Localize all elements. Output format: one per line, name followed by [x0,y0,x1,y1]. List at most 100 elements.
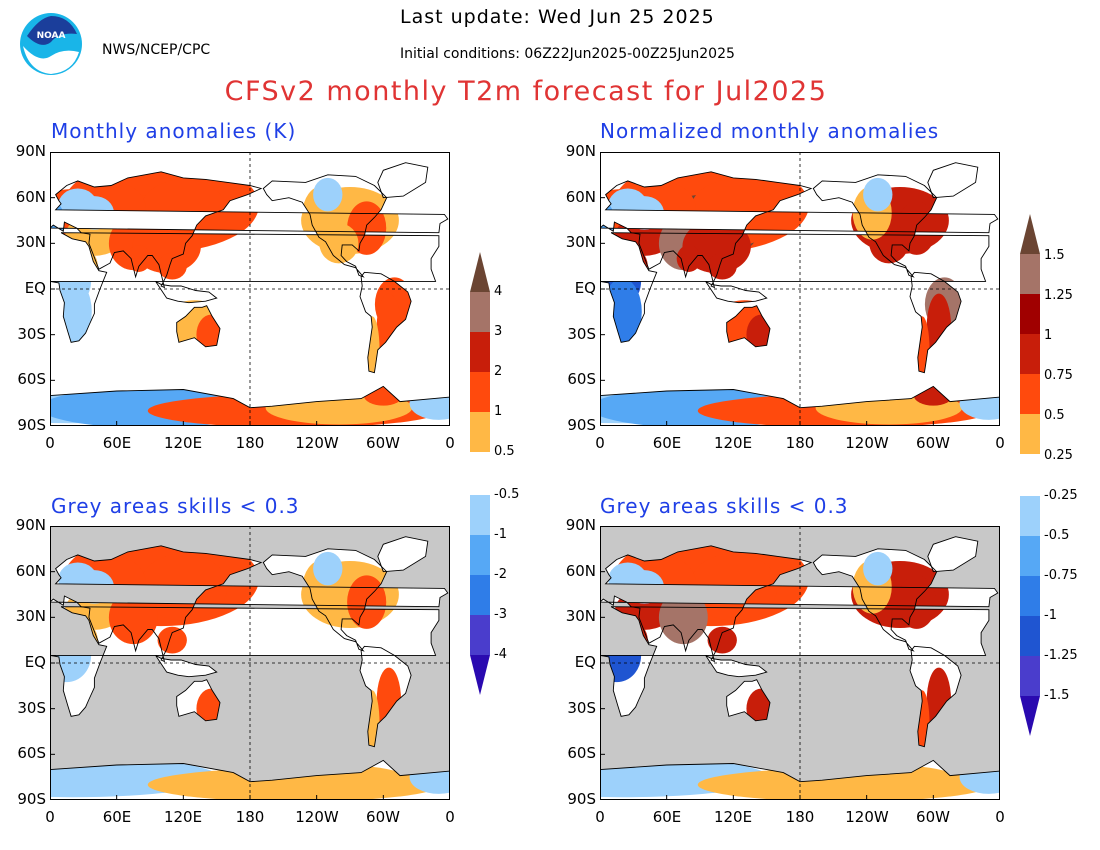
lon-label: 60E [102,808,132,826]
lat-label: 90S [567,790,596,808]
lon-label: 120W [845,808,889,826]
lat-label: EQ [24,653,46,671]
lon-label: 180 [785,434,815,452]
coastline [50,606,440,717]
lon-label: 60W [366,434,400,452]
coastline [705,281,768,304]
land-indonesia [705,281,767,303]
colorbar-label: -2 [494,567,507,582]
colorbar-label: 0.75 [1044,368,1073,383]
coastline [812,174,938,278]
anomaly-region [126,245,152,272]
lon-label: 120E [163,808,203,826]
coastline [176,679,221,722]
colorbar-label: -0.75 [1044,568,1078,583]
anomaly-region [157,626,187,654]
colorbar-label: 1.5 [1044,248,1065,263]
colorbar-normalized [1020,214,1040,738]
anomaly-region [863,551,893,586]
coastline [927,162,979,199]
colorbar-label: 1 [494,404,503,419]
map-panel-normalized-skill [600,526,1000,800]
noaa-logo: NOAA [19,12,83,76]
colorbar-label: -1.25 [1044,648,1078,663]
coastline [726,305,771,348]
anomaly-region [108,590,158,645]
land-indonesia [155,281,217,303]
lat-label: 90N [565,142,596,160]
main-title: CFSv2 monthly T2m forecast for Jul2025 [224,76,828,107]
anomaly-region [863,177,893,212]
coastline [812,548,938,652]
colorbar-label: -1 [494,527,507,542]
coastline [705,655,768,678]
lat-label: 30S [567,699,596,717]
noaa-logo-text: NOAA [37,31,66,41]
anomaly-region [600,757,769,798]
land-indonesia [155,655,217,677]
coastline [909,271,962,374]
coastline [359,645,412,748]
coastline [50,171,449,289]
colorbar-label: 0.5 [1044,408,1065,423]
anomaly-region [50,757,219,798]
coastline [359,271,412,374]
anomaly-region [707,626,737,654]
lat-label: 30S [17,325,46,343]
coastline [155,655,218,678]
lon-label: 0 [45,808,55,826]
colorbar-label: 4 [494,284,503,299]
colorbar-label: -1.5 [1044,688,1070,703]
lat-label: 30N [565,607,596,625]
lat-label: 30S [567,325,596,343]
lon-label: 60E [652,808,682,826]
lon-label: 120W [845,434,889,452]
anomaly-region [313,177,343,212]
lon-label: 120E [713,434,753,452]
lon-label: 0 [995,434,1005,452]
coastline [927,536,979,573]
lon-label: 0 [445,808,455,826]
lat-label: 90N [565,516,596,534]
panel-title-normalized: Normalized monthly anomalies [600,119,940,143]
coastline [909,645,962,748]
lon-label: 0 [595,808,605,826]
lat-label: 60S [567,744,596,762]
lat-label: 60S [17,370,46,388]
lat-label: 90N [15,516,46,534]
lat-label: EQ [574,653,596,671]
coastline [176,305,221,348]
colorbar-label: 3 [494,324,503,339]
colorbar-label: -0.25 [1044,488,1078,503]
lat-label: 90N [15,142,46,160]
land-indonesia [705,655,767,677]
colorbar-label: 1.25 [1044,288,1073,303]
colorbar-label: 0.25 [1044,448,1073,463]
anomaly-region [347,575,387,629]
colorbar-label: -0.5 [1044,528,1070,543]
lon-label: 120W [295,434,339,452]
map-panel-anomalies [50,152,450,426]
coastline [600,606,990,717]
anomaly-region [658,590,708,645]
lat-label: 60N [565,188,596,206]
coastline [377,536,429,573]
coastline [262,548,388,652]
lon-label: 0 [445,434,455,452]
anomaly-region [313,551,343,586]
coastline [726,679,771,722]
map-panel-normalized [600,152,1000,426]
coastline [377,162,429,199]
lon-label: 120E [163,434,203,452]
land-greenland [927,536,978,572]
coastline [50,545,449,663]
lon-label: 180 [235,434,265,452]
lat-label: 30N [15,607,46,625]
lat-label: 30S [17,699,46,717]
coastline [600,545,999,663]
lon-label: 180 [235,808,265,826]
initial-conditions: Initial conditions: 06Z22Jun2025-00Z25Ju… [400,46,735,62]
lat-label: EQ [574,279,596,297]
lon-label: 60E [102,434,132,452]
panel-title-normalized-skill: Grey areas skills < 0.3 [600,494,849,518]
